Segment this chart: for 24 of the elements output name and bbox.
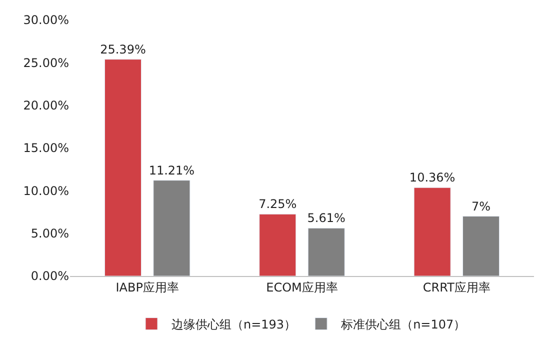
y-tick-label: 20.00% [23, 98, 69, 113]
y-tick-label: 5.00% [30, 226, 69, 241]
data-label: 10.36% [409, 170, 456, 185]
legend-label: 边缘供心组（n=193） [172, 317, 296, 332]
y-tick-label: 10.00% [23, 184, 69, 198]
legend-label: 标准供心组（n=107） [340, 317, 466, 332]
bar [462, 216, 500, 276]
y-tick-label: 30.00% [23, 13, 69, 28]
data-label: 5.61% [307, 211, 346, 226]
data-label: 11.21% [148, 163, 195, 178]
x-tick-label: IABP应用率 [116, 280, 179, 294]
bar [153, 180, 190, 276]
data-label: 7.25% [258, 197, 297, 212]
y-tick-label: 0.00% [30, 269, 69, 284]
bar [259, 214, 296, 276]
data-label: 25.39% [100, 42, 146, 56]
y-tick-label: 25.00% [23, 56, 69, 70]
y-tick-label: 15.00% [23, 141, 69, 156]
bar [104, 59, 142, 276]
x-tick-label: ECOM应用率 [266, 280, 338, 294]
data-label: 7% [472, 199, 491, 214]
bar [414, 187, 451, 276]
bar [308, 228, 345, 276]
x-tick-label: CRRT应用率 [422, 280, 490, 294]
